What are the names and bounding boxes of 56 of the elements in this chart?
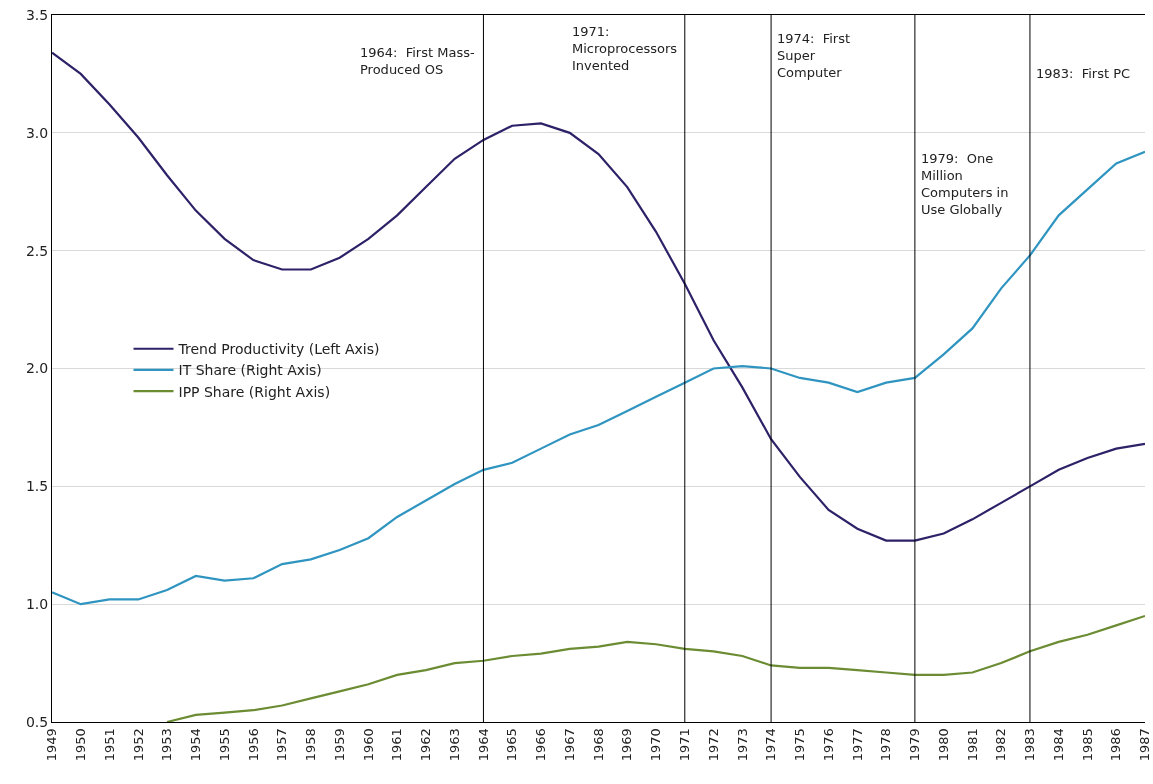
- x-tick-label: 1955: [216, 728, 232, 762]
- x-tick-label: 1952: [130, 728, 146, 762]
- x-tick-label: 1963: [446, 728, 462, 762]
- legend-label: IPP Share (Right Axis): [178, 383, 331, 400]
- x-tick-label: 1980: [935, 728, 951, 762]
- y-tick-label: 1.5: [25, 478, 49, 495]
- x-tick-label: 1953: [159, 728, 175, 762]
- x-tick-label: 1972: [705, 728, 721, 762]
- x-tick-label: 1949: [44, 728, 60, 762]
- y-tick-label: 1.0: [25, 596, 49, 613]
- x-tick-label: 1951: [101, 728, 117, 762]
- y-tick-label: 2.5: [25, 242, 49, 259]
- x-tick-label: 1970: [648, 728, 664, 762]
- x-tick-label: 1968: [590, 728, 606, 762]
- legend-label: IT Share (Right Axis): [178, 362, 322, 379]
- x-tick-label: 1954: [188, 728, 204, 762]
- x-tick-label: 1975: [792, 728, 808, 762]
- x-tick-label: 1957: [274, 728, 290, 762]
- x-tick-label: 1967: [561, 728, 577, 762]
- ref-line-label: 1979: One Million Computers in Use Globally: [921, 151, 1009, 217]
- x-tick-label: 1981: [964, 728, 980, 762]
- x-tick-label: 1986: [1108, 728, 1124, 762]
- x-tick-label: 1966: [533, 728, 549, 762]
- ref-line-label: 1971: Microprocessors Invented: [572, 24, 678, 73]
- x-tick-label: 1958: [303, 728, 319, 762]
- line-series: [165, 614, 1145, 722]
- x-tick-label: 1983: [1022, 728, 1038, 762]
- ref-line-label: 1983: First PC: [1036, 66, 1131, 81]
- x-tick-label: 1979: [907, 728, 923, 762]
- x-tick-label: 1978: [878, 728, 894, 762]
- x-tick-label: 1984: [1050, 728, 1066, 762]
- ref-line-label: 1974: First Super Computer: [777, 31, 851, 80]
- y-tick-label: 0.5: [25, 713, 49, 730]
- ref-line-label: 1964: First Mass- Produced OS: [360, 45, 475, 77]
- x-tick-label: 1974: [763, 728, 779, 762]
- x-tick-label: 1969: [619, 728, 635, 762]
- x-tick-label: 1964: [475, 728, 491, 762]
- x-tick-label: 1982: [993, 728, 1009, 762]
- x-tick-label: 1961: [389, 728, 405, 762]
- x-tick-label: 1985: [1079, 728, 1095, 762]
- x-tick-label: 1965: [504, 728, 520, 762]
- x-tick-label: 1977: [849, 728, 865, 762]
- x-tick-label: 1987: [1137, 728, 1153, 762]
- line-series: [52, 150, 1145, 606]
- x-tick-label: 1959: [331, 728, 347, 762]
- x-tick-label: 1973: [734, 728, 750, 762]
- y-tick-label: 2.0: [25, 360, 49, 377]
- x-tick-label: 1976: [820, 728, 836, 762]
- x-tick-label: 1960: [360, 728, 376, 762]
- x-tick-label: 1971: [677, 728, 693, 762]
- legend-label: Trend Productivity (Left Axis): [177, 341, 380, 358]
- y-tick-label: 3.5: [25, 6, 49, 23]
- y-tick-label: 3.0: [25, 124, 49, 141]
- x-tick-label: 1956: [245, 728, 261, 762]
- x-tick-label: 1962: [418, 728, 434, 762]
- x-tick-label: 1950: [72, 728, 88, 762]
